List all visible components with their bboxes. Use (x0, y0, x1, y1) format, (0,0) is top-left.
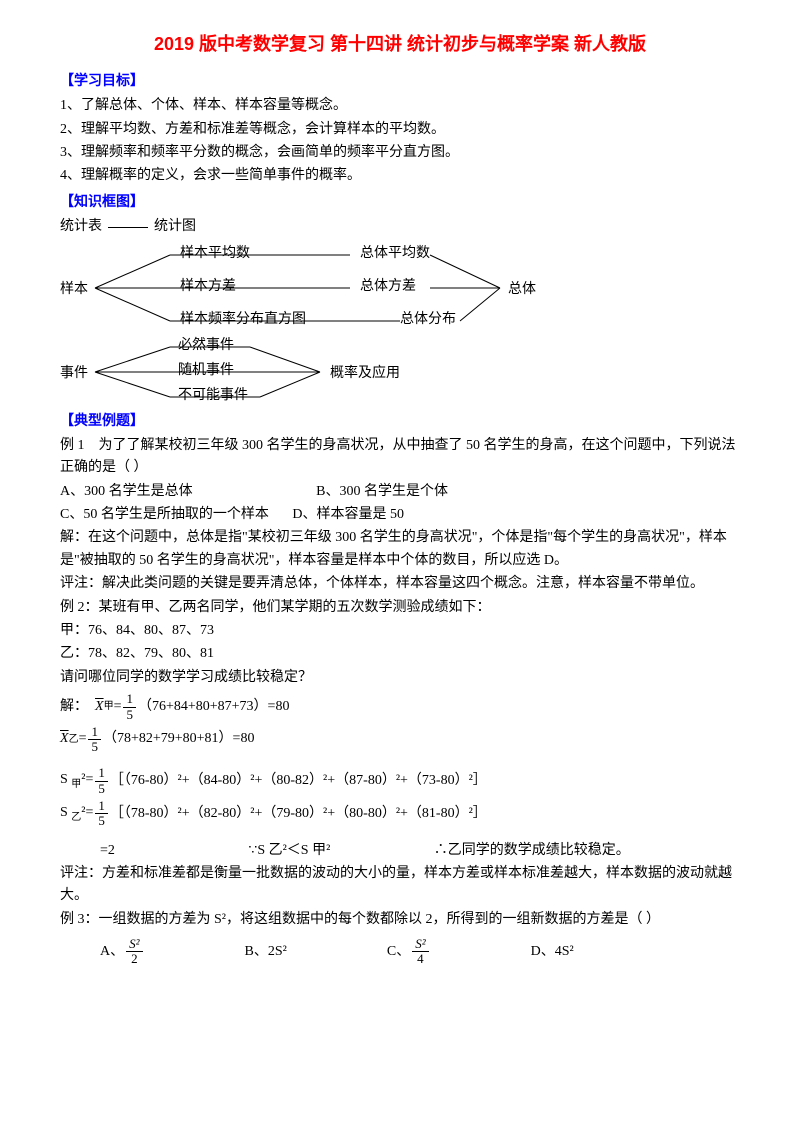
ex2-var-yi: S 乙²= 1 5 ［（78-80）²+（82-80）²+（79-80）²+（8… (60, 799, 740, 829)
ex1-option-a: A、300 名学生是总体 (60, 484, 193, 499)
diagram2-right-label: 概率及应用 (330, 363, 400, 385)
diagram1-branch3-right: 总体分布 (400, 309, 456, 331)
ex1-options-row2: C、50 名学生是所抽取的一个样本 D、样本容量是 50 (60, 504, 740, 526)
ex2-comment: 评注：方差和标准差都是衡量一批数据的波动的大小的量，样本方差或样本标准差越大，样… (60, 863, 740, 908)
diagram2-branch3: 不可能事件 (178, 385, 248, 407)
section-framework-header: 【知识框图】 (60, 192, 740, 214)
diagram1-branches: 样本 样本平均数 总体平均数 样本方差 总体方差 样本频率分布直方图 总体分布 … (60, 243, 580, 333)
ex2-result: =2 (100, 843, 115, 858)
diagram2: 事件 必然事件 随机事件 不可能事件 概率及应用 (60, 337, 480, 407)
ex3-option-a: A、 S² 2 (100, 937, 145, 967)
diagram1-right: 统计图 (154, 216, 196, 238)
ex1-comment: 评注：解决此类问题的关键是要弄清总体，个体样本，样本容量这四个概念。注意，样本容… (60, 573, 740, 595)
ex1-options-row1: A、300 名学生是总体 B、300 名学生是个体 (60, 481, 740, 503)
ex2-conclusion-text: ∴乙同学的数学成绩比较稳定。 (434, 843, 630, 858)
ex1-option-d: D、样本容量是 50 (292, 507, 404, 522)
diagram1-right-root: 总体 (508, 279, 536, 301)
diagram2-branch1: 必然事件 (178, 335, 234, 357)
ex2-result-line: =2 ∵S 乙²＜S 甲² ∴乙同学的数学成绩比较稳定。 (60, 840, 740, 862)
frac-num: 1 (123, 692, 136, 707)
ex2-yi: 乙：78、82、79、80、81 (60, 643, 740, 665)
ex1-stem: 例 1 为了了解某校初三年级 300 名学生的身高状况，从中抽查了 50 名学生… (60, 435, 740, 480)
ex2-stem: 例 2：某班有甲、乙两名同学，他们某学期的五次数学测验成绩如下： (60, 597, 740, 619)
ex2-mean-jia: 解： X甲= 1 5 （76+84+80+87+73）=80 (60, 692, 740, 722)
ex2-question: 请问哪位同学的数学学习成绩比较稳定？ (60, 667, 740, 689)
diagram1-branch1-left: 样本平均数 (180, 243, 250, 265)
page-title: 2019 版中考数学复习 第十四讲 统计初步与概率学案 新人教版 (60, 30, 740, 59)
ex1-option-b: B、300 名学生是个体 (316, 484, 448, 499)
ex3-option-b: B、2S² (245, 937, 287, 967)
diagram1-branch2-left: 样本方差 (180, 276, 236, 298)
ex3-option-d: D、4S² (531, 937, 574, 967)
ex1-solution: 解：在这个问题中，总体是指"某校初三年级 300 名学生的身高状况"，个体是指"… (60, 527, 740, 572)
diagram1-branch1-right: 总体平均数 (360, 243, 430, 265)
ex3-options: A、 S² 2 B、2S² C、 S² 4 D、4S² (100, 937, 740, 967)
diagram1-branch3-left: 样本频率分布直方图 (180, 309, 306, 331)
diagram1-left-root: 样本 (60, 279, 88, 301)
ex2-jia: 甲：76、84、80、87、73 (60, 620, 740, 642)
diagram1-branch2-right: 总体方差 (360, 276, 416, 298)
ex2-var-jia: S 甲²= 1 5 ［（76-80）²+（84-80）²+（80-82）²+（8… (60, 766, 740, 796)
ex2-mean-yi: X乙= 1 5 （78+82+79+80+81）=80 (60, 725, 740, 755)
ex2-conclusion-cond: ∵S 乙²＜S 甲² (248, 843, 330, 858)
diagram1-left: 统计表 (60, 216, 102, 238)
objective-3: 3、理解频率和频率平分数的概念，会画简单的频率平分直方图。 (60, 142, 740, 164)
frac-den: 5 (123, 708, 136, 722)
ex3-option-c: C、 S² 4 (387, 937, 431, 967)
section-objectives-header: 【学习目标】 (60, 71, 740, 93)
objective-4: 4、理解概率的定义，会求一些简单事件的概率。 (60, 165, 740, 187)
ex1-option-c: C、50 名学生是所抽取的一个样本 (60, 507, 269, 522)
section-examples-header: 【典型例题】 (60, 411, 740, 433)
diagram2-branch2: 随机事件 (178, 360, 234, 382)
ex3-stem: 例 3：一组数据的方差为 S²，将这组数据中的每个数都除以 2，所得到的一组新数… (60, 909, 740, 931)
diagram2-root: 事件 (60, 363, 88, 385)
objective-1: 1、了解总体、个体、样本、样本容量等概念。 (60, 95, 740, 117)
diagram1-top-row: 统计表 统计图 (60, 216, 740, 238)
objective-2: 2、理解平均数、方差和标准差等概念，会计算样本的平均数。 (60, 119, 740, 141)
